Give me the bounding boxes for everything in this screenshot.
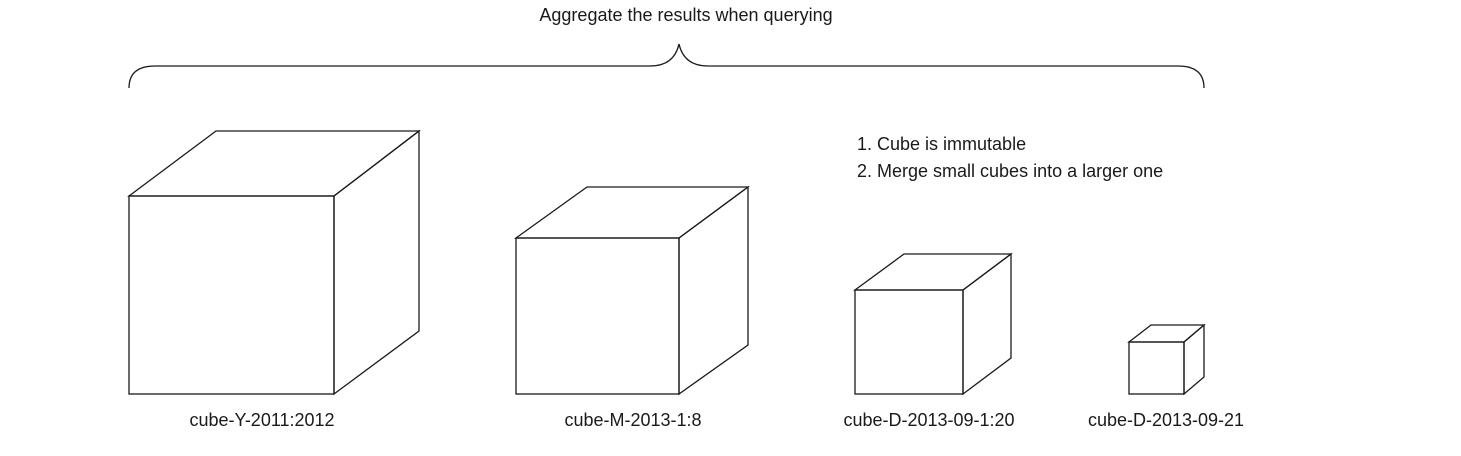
cube-month-side-face — [678, 185, 749, 396]
cube-year — [127, 129, 421, 396]
diagram-title: Aggregate the results when querying — [539, 5, 833, 25]
cube-year-label: cube-Y-2011:2012 — [189, 410, 335, 430]
cube-day-top-face — [1127, 324, 1206, 343]
cube-days-front-face — [854, 289, 964, 395]
cube-days-label: cube-D-2013-09-1:20 — [843, 410, 1015, 430]
note-item: 2. Merge small cubes into a larger one — [857, 161, 1164, 181]
cube-month-front-face — [515, 237, 680, 395]
cube-days-side-face — [962, 252, 1012, 396]
cube-year-front-face — [128, 195, 335, 395]
cube-month — [513, 185, 750, 396]
aggregation-brace — [128, 43, 1205, 89]
cube-day-side-face — [1183, 323, 1205, 396]
cube-day-front-face — [1128, 341, 1185, 395]
cube-days — [853, 252, 1013, 396]
cube-day-label: cube-D-2013-09-21 — [1087, 410, 1245, 430]
cube-day — [1127, 323, 1206, 396]
notes-list: 1. Cube is immutable 2. Merge small cube… — [857, 131, 1163, 185]
note-item: 1. Cube is immutable — [857, 134, 1027, 154]
cube-year-side-face — [333, 129, 420, 396]
cube-month-label: cube-M-2013-1:8 — [564, 410, 702, 430]
